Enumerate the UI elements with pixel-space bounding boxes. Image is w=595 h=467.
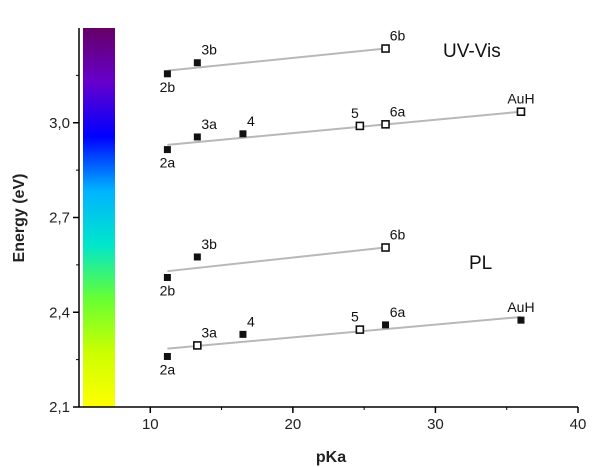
uv-vis-label: UV-Vis [443,41,501,62]
axes [78,28,578,408]
point-label: 2a [160,361,176,377]
point-label: 3a [201,116,217,132]
y-tick-label: 2,1 [49,399,70,416]
data-point [381,44,390,53]
point-label: 6b [390,227,406,243]
data-point [193,133,201,141]
point-label: 5 [351,309,359,325]
x-tick-label: 40 [570,416,587,433]
data-markers [163,44,526,360]
fit-line [167,315,522,350]
point-label: 2a [160,155,176,171]
point-labels: 2b 3b 6b 2a 3a 4 5 6a AuH 2b 3b 6b 2a 3a 4 5 6a AuH [160,28,535,378]
data-point [163,70,171,78]
y-axis-title: Energy (eV) [11,174,28,263]
data-point [163,146,171,154]
data-point [381,243,390,252]
data-point [355,325,365,334]
point-label: 6b [390,28,406,44]
x-tick-label: 20 [285,416,302,433]
fit-lines [167,47,522,350]
data-point [381,120,390,129]
y-tick-label: 3,0 [49,115,70,132]
data-point [355,121,365,131]
pl-label: PL [469,253,492,274]
data-point [193,341,202,350]
data-point [239,130,247,138]
data-point [163,352,171,360]
point-label: 5 [351,105,359,121]
x-tick-label: 10 [142,416,159,433]
point-label: 6a [390,304,406,320]
fit-line [167,246,386,273]
x-tick-label: 30 [427,416,444,433]
y-ticks: 2,1 2,4 2,7 3,0 [49,74,79,416]
data-point [193,253,201,261]
point-label: 3a [201,324,217,340]
energy-colorbar [83,28,115,407]
point-label: 3b [201,42,217,58]
y-tick-label: 2,4 [49,304,70,321]
point-label: AuH [507,91,534,107]
data-point [516,107,526,116]
data-point [382,321,390,329]
point-label: 4 [247,313,255,329]
point-label: 4 [247,113,255,129]
x-axis-title: pKa [316,449,346,466]
y-tick-label: 2,7 [49,210,70,227]
data-point [517,316,525,324]
x-ticks: 10 20 30 40 [142,407,586,433]
point-label: 2b [160,283,176,299]
point-label: 3b [201,236,217,252]
point-label: AuH [507,299,534,315]
point-label: 2b [160,79,176,95]
data-point [239,330,247,338]
data-point [163,274,171,282]
point-label: 6a [390,103,406,119]
data-point [193,59,201,67]
fit-line [167,110,522,146]
fit-line [167,47,386,72]
